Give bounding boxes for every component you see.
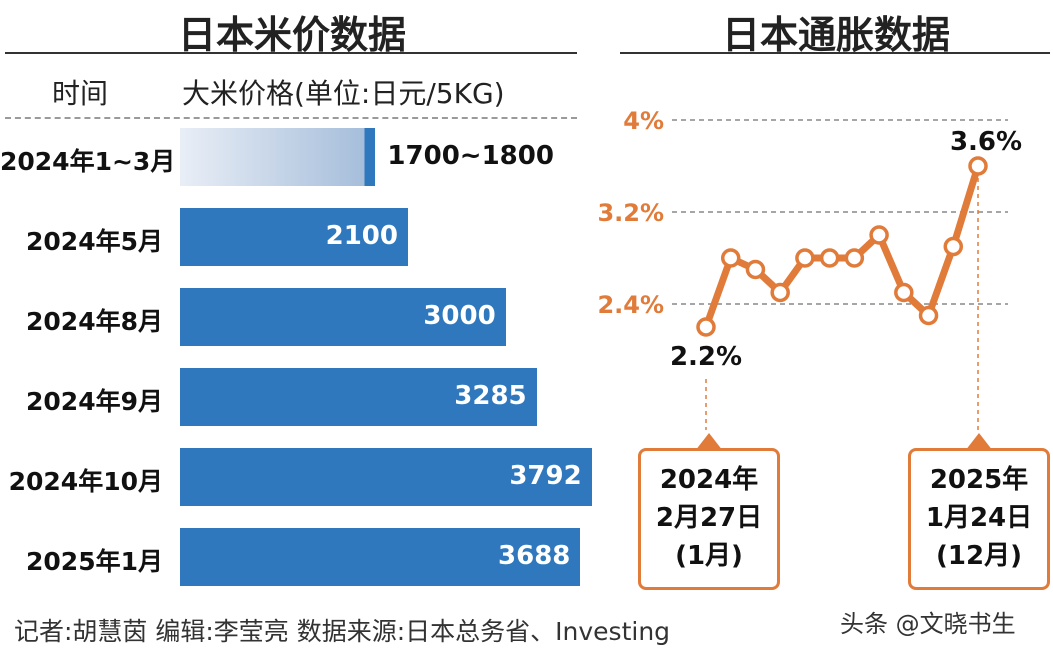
callout-year: 2025年 <box>929 465 1029 495</box>
bar <box>180 528 581 586</box>
title-underline <box>620 52 1050 54</box>
data-point <box>943 236 964 257</box>
callout-date: 2月27日 <box>655 503 763 533</box>
col-header-time: 时间 <box>52 77 109 110</box>
data-point <box>720 248 741 268</box>
bar-value-label: 2100 <box>325 221 398 251</box>
bar-value-label: 3688 <box>498 541 571 571</box>
data-point <box>968 156 988 176</box>
callout-year: 2024年 <box>659 465 759 495</box>
inflation-chart-title: 日本通胀数据 <box>722 13 951 57</box>
y-tick-label: 4% <box>623 107 664 135</box>
bar-category-label: 2024年8月 <box>26 307 163 336</box>
data-point <box>745 259 766 280</box>
data-point <box>819 248 840 268</box>
data-point <box>696 317 716 337</box>
data-point <box>844 248 865 268</box>
y-tick-label: 2.4% <box>597 291 664 319</box>
bar <box>180 128 376 186</box>
title-underline <box>5 52 577 54</box>
bar-value-label: 3285 <box>454 381 527 411</box>
end-date-callout: 2025年 1月24日 (12月) <box>908 433 1050 590</box>
watermark: 头条 @文晓书生 <box>840 610 1016 638</box>
callout-date: 1月24日 <box>925 503 1033 533</box>
bar-value-label: 3792 <box>509 461 582 491</box>
data-label: 3.6% <box>950 127 1022 157</box>
data-point <box>869 225 889 245</box>
rice-price-bar-chart: 2024年1~3月 1700~1800 2024年5月 2100 2024年8月 3000… <box>0 128 592 586</box>
callout-pointer <box>695 433 723 451</box>
bar-value-label: 3000 <box>423 301 496 331</box>
bar <box>180 368 537 426</box>
col-header-price: 大米价格(单位:日元/5KG) <box>182 77 505 110</box>
start-date-callout: 2024年 2月27日 (1月) <box>638 433 780 590</box>
bar-category-label: 2024年10月 <box>8 467 163 496</box>
credits-line: 记者:胡慧茵 编辑:李莹亮 数据来源:日本总务省、Investing <box>14 617 671 646</box>
series-line <box>702 162 982 331</box>
bar <box>180 288 506 346</box>
bar-category-label: 2025年1月 <box>26 547 163 576</box>
bar-category-label: 2024年9月 <box>26 387 163 416</box>
bar <box>180 208 408 266</box>
callout-pointer <box>965 433 993 451</box>
bar <box>180 448 592 506</box>
data-point <box>894 282 914 303</box>
data-point <box>795 248 815 268</box>
data-point <box>770 282 790 303</box>
bar-category-label: 2024年5月 <box>26 227 163 256</box>
header-divider <box>5 117 577 119</box>
data-label: 2.2% <box>670 342 742 372</box>
callout-month: (12月) <box>936 541 1022 571</box>
data-point <box>918 305 939 326</box>
rice-chart-title: 日本米价数据 <box>178 13 407 57</box>
bar-value-label: 1700~1800 <box>387 141 554 171</box>
y-tick-label: 3.2% <box>597 199 664 227</box>
callout-month: (1月) <box>675 541 743 571</box>
bar-category-label: 2024年1~3月 <box>0 147 176 176</box>
